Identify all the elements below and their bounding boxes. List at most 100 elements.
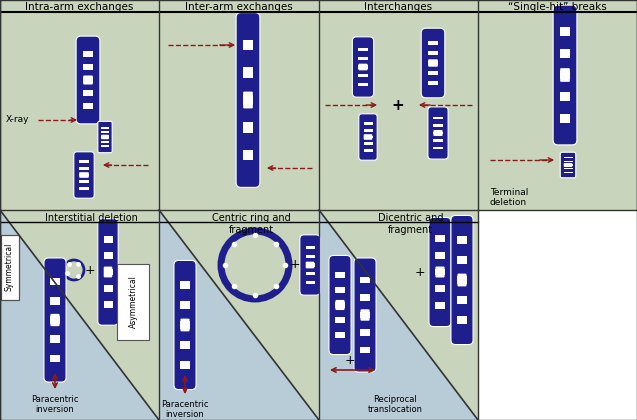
Bar: [0, 210, 159, 420]
Bar: [457, 296, 467, 304]
FancyBboxPatch shape: [336, 300, 345, 310]
Bar: [435, 252, 445, 259]
Bar: [428, 51, 438, 55]
Bar: [564, 157, 573, 158]
Bar: [103, 302, 113, 308]
FancyBboxPatch shape: [104, 267, 112, 277]
Text: “Single-hit” breaks: “Single-hit” breaks: [508, 2, 607, 12]
Bar: [358, 57, 368, 60]
Bar: [101, 136, 109, 138]
Bar: [564, 168, 573, 169]
Bar: [364, 122, 373, 125]
FancyBboxPatch shape: [564, 163, 572, 167]
Text: Intra-arm exchanges: Intra-arm exchanges: [25, 2, 134, 12]
Bar: [428, 61, 438, 65]
FancyBboxPatch shape: [79, 172, 89, 178]
FancyBboxPatch shape: [44, 258, 66, 382]
Text: X-ray: X-ray: [6, 116, 29, 124]
Bar: [180, 361, 190, 369]
Bar: [478, 210, 637, 420]
Bar: [306, 281, 315, 284]
Bar: [364, 136, 373, 138]
Bar: [360, 294, 370, 301]
Bar: [433, 139, 443, 142]
Bar: [306, 255, 315, 258]
Bar: [243, 122, 254, 133]
FancyBboxPatch shape: [300, 235, 320, 295]
Bar: [564, 160, 573, 162]
Text: +: +: [415, 265, 426, 278]
FancyBboxPatch shape: [553, 5, 577, 145]
Bar: [478, 0, 637, 210]
FancyBboxPatch shape: [98, 219, 118, 325]
Bar: [428, 81, 438, 85]
Bar: [50, 316, 60, 324]
Bar: [433, 124, 443, 127]
FancyBboxPatch shape: [1, 234, 18, 299]
FancyBboxPatch shape: [101, 135, 109, 139]
Circle shape: [230, 240, 280, 290]
Bar: [180, 281, 190, 289]
Bar: [560, 27, 570, 36]
FancyBboxPatch shape: [560, 68, 570, 82]
Bar: [83, 77, 93, 83]
Bar: [358, 83, 368, 86]
Bar: [435, 286, 445, 292]
Bar: [433, 131, 443, 134]
Bar: [180, 341, 190, 349]
FancyBboxPatch shape: [174, 260, 196, 390]
Bar: [364, 149, 373, 152]
Bar: [457, 316, 467, 324]
Bar: [103, 285, 113, 291]
FancyBboxPatch shape: [421, 28, 445, 98]
Bar: [428, 41, 438, 45]
Bar: [428, 71, 438, 75]
Text: +: +: [392, 97, 404, 113]
Bar: [433, 147, 443, 150]
FancyBboxPatch shape: [354, 258, 376, 372]
FancyBboxPatch shape: [329, 255, 351, 354]
Bar: [358, 48, 368, 51]
Bar: [306, 272, 315, 276]
Bar: [159, 210, 319, 420]
Bar: [358, 65, 368, 69]
Bar: [335, 332, 345, 338]
FancyBboxPatch shape: [50, 314, 60, 326]
FancyBboxPatch shape: [361, 309, 369, 321]
Bar: [103, 236, 113, 242]
Bar: [435, 302, 445, 309]
FancyBboxPatch shape: [76, 36, 100, 124]
FancyBboxPatch shape: [429, 218, 451, 327]
Text: Asymmetrical: Asymmetrical: [129, 276, 138, 328]
Bar: [79, 180, 89, 183]
Bar: [101, 141, 109, 142]
Bar: [50, 278, 60, 286]
FancyBboxPatch shape: [560, 152, 576, 178]
Bar: [560, 92, 570, 101]
Bar: [433, 116, 443, 119]
FancyBboxPatch shape: [364, 134, 372, 140]
FancyBboxPatch shape: [180, 319, 190, 331]
FancyBboxPatch shape: [83, 76, 93, 84]
FancyBboxPatch shape: [236, 13, 260, 187]
Bar: [50, 336, 60, 343]
FancyBboxPatch shape: [457, 273, 466, 286]
Text: Symmetrical: Symmetrical: [5, 243, 14, 291]
Text: Inter-arm exchanges: Inter-arm exchanges: [185, 2, 293, 12]
Polygon shape: [159, 210, 319, 420]
Bar: [0, 0, 159, 210]
Text: Interstitial deletion: Interstitial deletion: [45, 213, 138, 223]
Bar: [360, 329, 370, 336]
Text: Terminal
deletion: Terminal deletion: [490, 188, 528, 207]
Bar: [306, 263, 315, 267]
FancyBboxPatch shape: [359, 64, 368, 70]
Bar: [243, 39, 254, 50]
Text: Reciprocal
translocation: Reciprocal translocation: [368, 395, 422, 415]
FancyBboxPatch shape: [352, 37, 374, 97]
Bar: [243, 94, 254, 105]
Bar: [79, 160, 89, 163]
Bar: [50, 354, 60, 362]
Bar: [358, 74, 368, 77]
Bar: [335, 272, 345, 278]
Text: Interchanges: Interchanges: [364, 2, 433, 12]
